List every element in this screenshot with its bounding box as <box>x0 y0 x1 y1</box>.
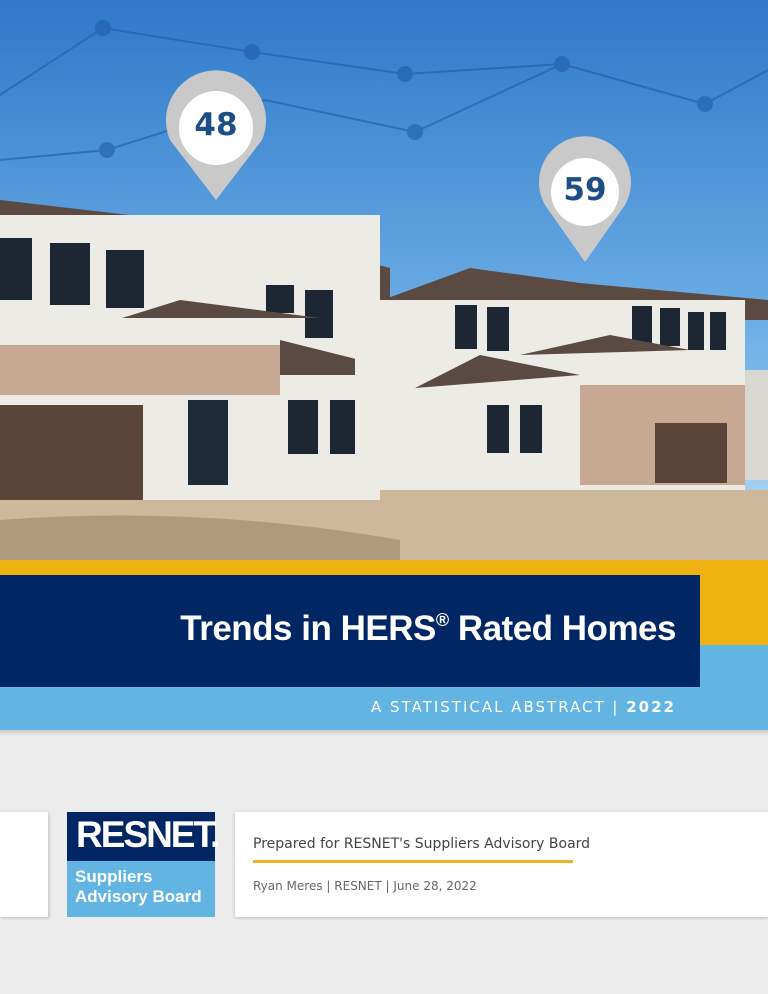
pin-value: 59 <box>563 172 607 208</box>
left-card <box>0 812 48 917</box>
yellow-rule <box>253 860 573 863</box>
author-byline: Ryan Meres | RESNET | June 28, 2022 <box>253 879 477 893</box>
logo-wordmark: RESNET. <box>67 812 220 861</box>
hers-pin-48: 48 <box>179 107 253 151</box>
document-subtitle: A STATISTICAL ABSTRACT | 2022 <box>371 698 676 716</box>
hers-pin-59: 59 <box>551 172 619 212</box>
resnet-sab-logo: RESNET. Suppliers Advisory Board <box>67 812 220 917</box>
divider-shadow <box>0 730 768 736</box>
prepared-for: Prepared for RESNET's Suppliers Advisory… <box>253 836 591 852</box>
logo-subtitle: Suppliers Advisory Board <box>67 861 215 917</box>
pin-value: 48 <box>194 107 238 143</box>
houses-image <box>0 0 768 560</box>
cover-photo: 48 59 <box>0 0 768 560</box>
info-card: Prepared for RESNET's Suppliers Advisory… <box>235 812 768 917</box>
title-banner: Trends in HERS® Rated Homes <box>0 575 700 687</box>
document-title: Trends in HERS® Rated Homes <box>180 609 676 648</box>
